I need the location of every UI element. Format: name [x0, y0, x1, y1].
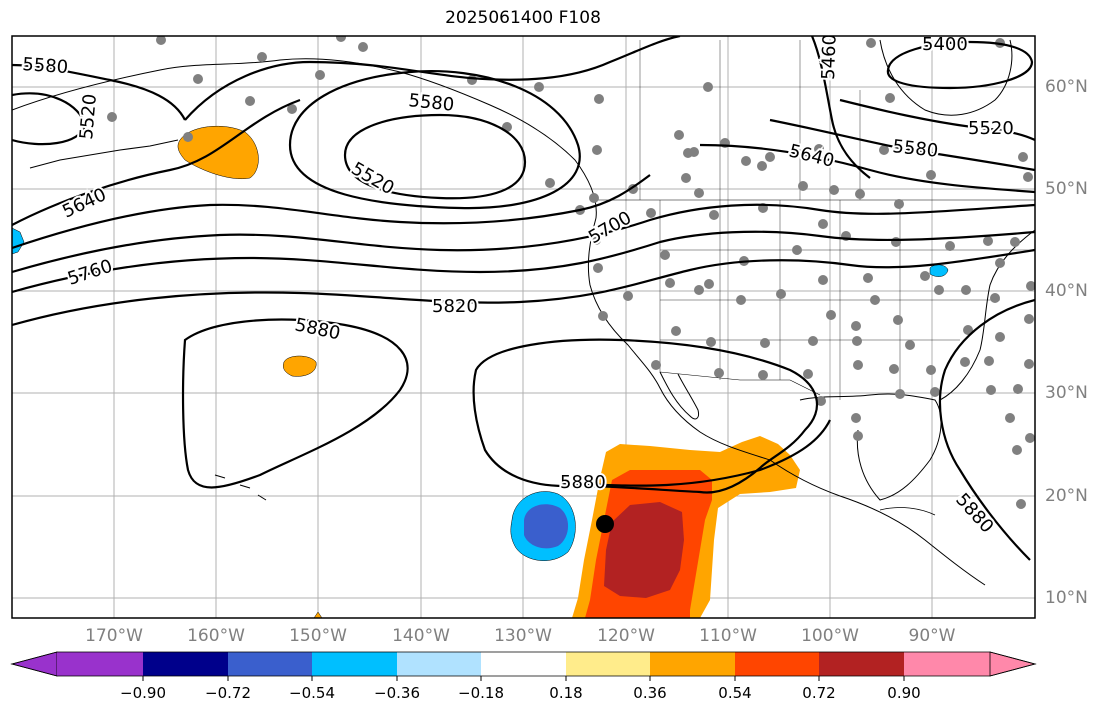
colorbar-segment — [312, 652, 397, 676]
plot-title: 2025061400 F108 — [445, 8, 601, 28]
contour-5700 — [12, 203, 1035, 274]
colorbar-segment — [566, 652, 650, 676]
contour-label: 5520 — [76, 93, 101, 140]
baja-california — [659, 371, 699, 420]
colorbar-segment — [481, 652, 566, 676]
contour-label: 5580 — [22, 54, 69, 78]
contour-5580-west — [12, 63, 186, 121]
mexico-coast — [769, 459, 986, 586]
map-frame — [11, 35, 1036, 619]
west-coast — [587, 217, 771, 461]
lon-label: 90°W — [908, 626, 956, 646]
colorbar-segment — [735, 652, 819, 676]
lon-label: 100°W — [801, 626, 859, 646]
contour-5640-east — [699, 143, 1035, 194]
colorbar-segment — [57, 652, 143, 676]
contour-5880-gulf — [559, 419, 831, 487]
colorbar-tick-label: −0.90 — [120, 684, 166, 702]
gulf-coast — [799, 393, 942, 501]
colorbar-segment — [397, 652, 481, 676]
canada-provinces — [639, 40, 861, 200]
contour-5400 — [886, 40, 1034, 90]
colorbar-tick-label: −0.36 — [374, 684, 420, 702]
lat-label: 30°N — [1045, 383, 1088, 403]
contour-5640-mid — [12, 174, 651, 250]
colorbar-outline — [10, 651, 1037, 677]
contour-5880-east — [472, 338, 819, 494]
lon-label: 150°W — [289, 626, 347, 646]
contour-5580-mid — [184, 36, 681, 121]
contour-label: 5520 — [968, 118, 1014, 139]
colorbar-tick-label: 0.90 — [887, 684, 921, 702]
colorbar-segment — [904, 652, 990, 676]
contour-label: 5880 — [560, 472, 606, 493]
positive-anomaly-pacific — [283, 355, 317, 377]
colorbar-tick-label: 0.36 — [633, 684, 667, 702]
colorbar-extend-low — [10, 651, 58, 677]
small-blue-anomaly — [929, 264, 949, 277]
contour-5820 — [12, 248, 1035, 327]
contour-5880-pacific — [181, 318, 409, 489]
colorbar — [10, 651, 1037, 681]
contour-label: 5820 — [432, 296, 478, 317]
lat-label: 60°N — [1045, 77, 1088, 97]
colorbar-tick-label: 0.72 — [802, 684, 836, 702]
lon-label: 110°W — [699, 626, 757, 646]
height-contours — [12, 36, 1035, 561]
lat-label: 50°N — [1045, 179, 1088, 199]
lon-label: 130°W — [494, 626, 552, 646]
hudson-bay — [879, 39, 1013, 116]
lon-label: 120°W — [597, 626, 655, 646]
colorbar-tick-label: −0.54 — [289, 684, 335, 702]
us-mexico-border — [659, 371, 821, 396]
lon-label: 140°W — [392, 626, 450, 646]
contour-5760 — [12, 230, 1035, 294]
contour-5460 — [810, 36, 871, 179]
colorbar-tick-label: 0.54 — [718, 684, 752, 702]
lat-label: 40°N — [1045, 281, 1088, 301]
positive-anomaly-mexico-core — [604, 502, 684, 598]
contour-label: 5460 — [818, 34, 841, 81]
hawaii-islands — [214, 474, 267, 501]
colorbar-tick-label: −0.18 — [458, 684, 504, 702]
colorbar-tick-label: 0.18 — [549, 684, 583, 702]
contour-low-outer — [288, 70, 581, 210]
positive-anomaly-aleutian — [177, 126, 259, 180]
colorbar-segment — [819, 652, 904, 676]
contour-5520-west — [12, 92, 87, 146]
contour-5880-atlantic — [938, 298, 1035, 561]
cuba — [879, 507, 936, 516]
contour-low-inner — [343, 113, 527, 200]
lon-label: 170°W — [85, 626, 143, 646]
colorbar-tick-label: −0.72 — [205, 684, 251, 702]
lat-label: 20°N — [1045, 486, 1088, 506]
contour-5640-west — [12, 98, 301, 226]
contour-label: 5400 — [922, 34, 968, 55]
negative-anomaly-inner — [524, 504, 569, 549]
lat-label: 10°N — [1045, 588, 1088, 608]
contour-5520-east — [839, 98, 1035, 141]
storm-center-marker — [596, 515, 614, 533]
lon-label: 160°W — [187, 626, 245, 646]
contour-5580-east — [769, 118, 1035, 172]
colorbar-extend-high — [989, 651, 1037, 677]
colorbar-segment — [650, 652, 735, 676]
colorbar-segment — [143, 652, 228, 676]
gridlines — [12, 36, 1035, 618]
colorbar-segment — [228, 652, 312, 676]
aleutian-islands — [29, 139, 179, 169]
station-markers — [107, 36, 1035, 509]
